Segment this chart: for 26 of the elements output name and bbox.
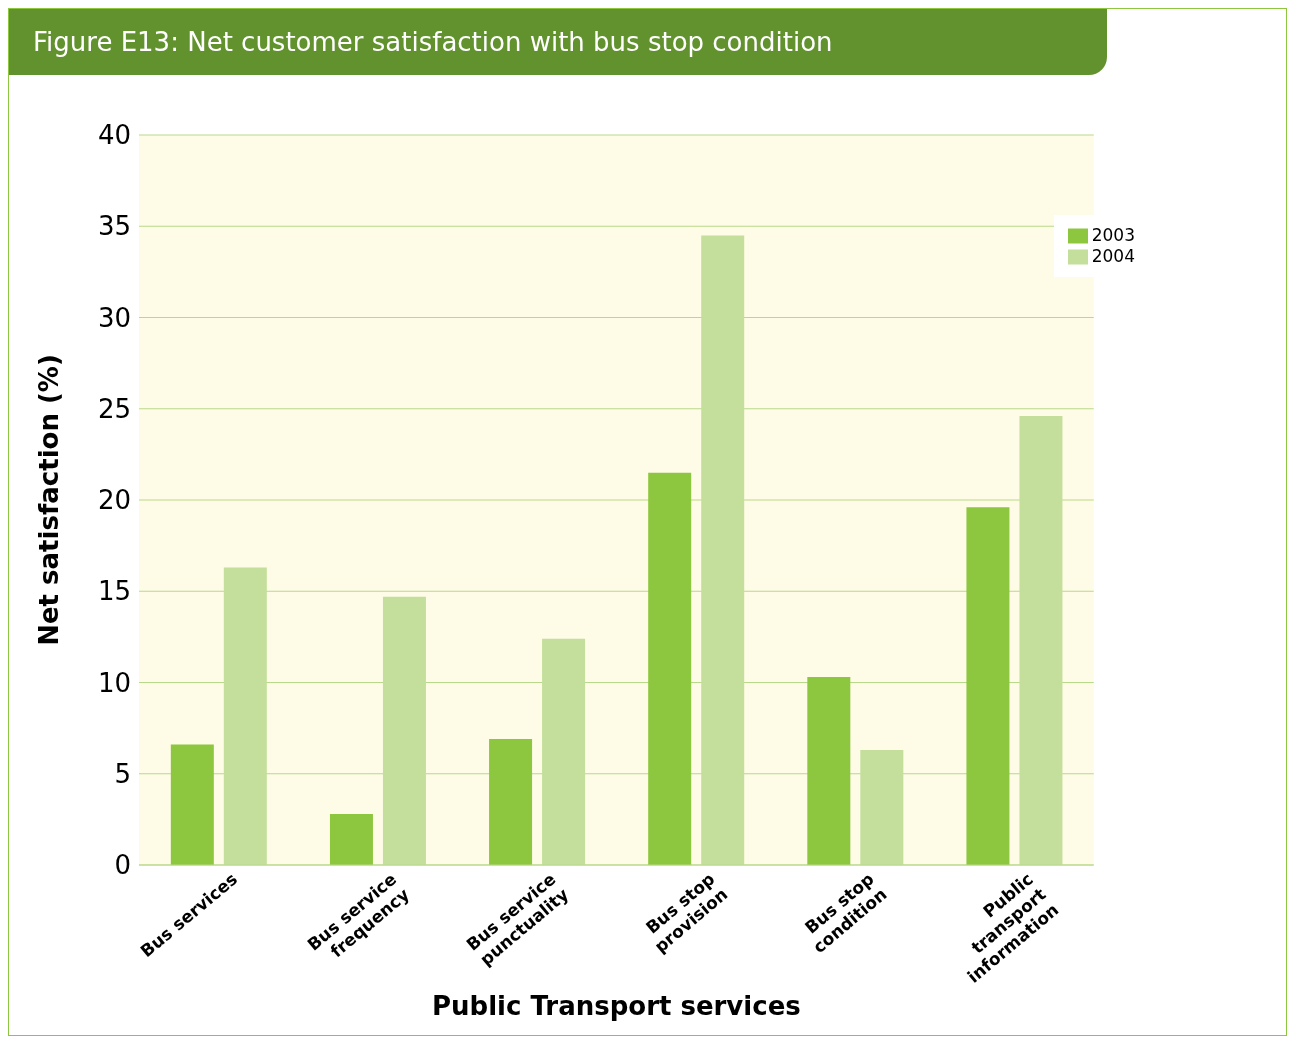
y-tick-label: 35	[97, 211, 131, 242]
bar	[170, 744, 214, 865]
bar	[329, 813, 373, 865]
bar	[966, 507, 1010, 865]
y-tick-label: 30	[97, 302, 131, 333]
bar	[1019, 416, 1063, 865]
y-tick-label: 5	[114, 758, 131, 789]
bar	[807, 677, 851, 865]
y-tick-label: 40	[97, 120, 131, 151]
y-axis-title: Net satisfaction (%)	[34, 354, 65, 646]
y-tick-label: 15	[97, 576, 131, 607]
y-tick-label: 10	[97, 667, 131, 698]
bar	[542, 638, 586, 865]
y-tick-label: 25	[97, 393, 131, 424]
bar	[489, 739, 533, 865]
bar	[648, 472, 692, 865]
bar	[860, 750, 904, 865]
chart-title: Figure E13: Net customer satisfaction with bus stop condition	[9, 9, 1107, 75]
bar	[382, 596, 426, 865]
legend-label: 2003	[1091, 225, 1135, 245]
bar	[701, 235, 745, 865]
x-axis-title: Public Transport services	[431, 991, 801, 1021]
y-tick-label: 20	[97, 485, 131, 516]
y-tick-label: 0	[114, 850, 131, 881]
bar	[223, 567, 267, 865]
legend-label: 2004	[1091, 246, 1135, 266]
